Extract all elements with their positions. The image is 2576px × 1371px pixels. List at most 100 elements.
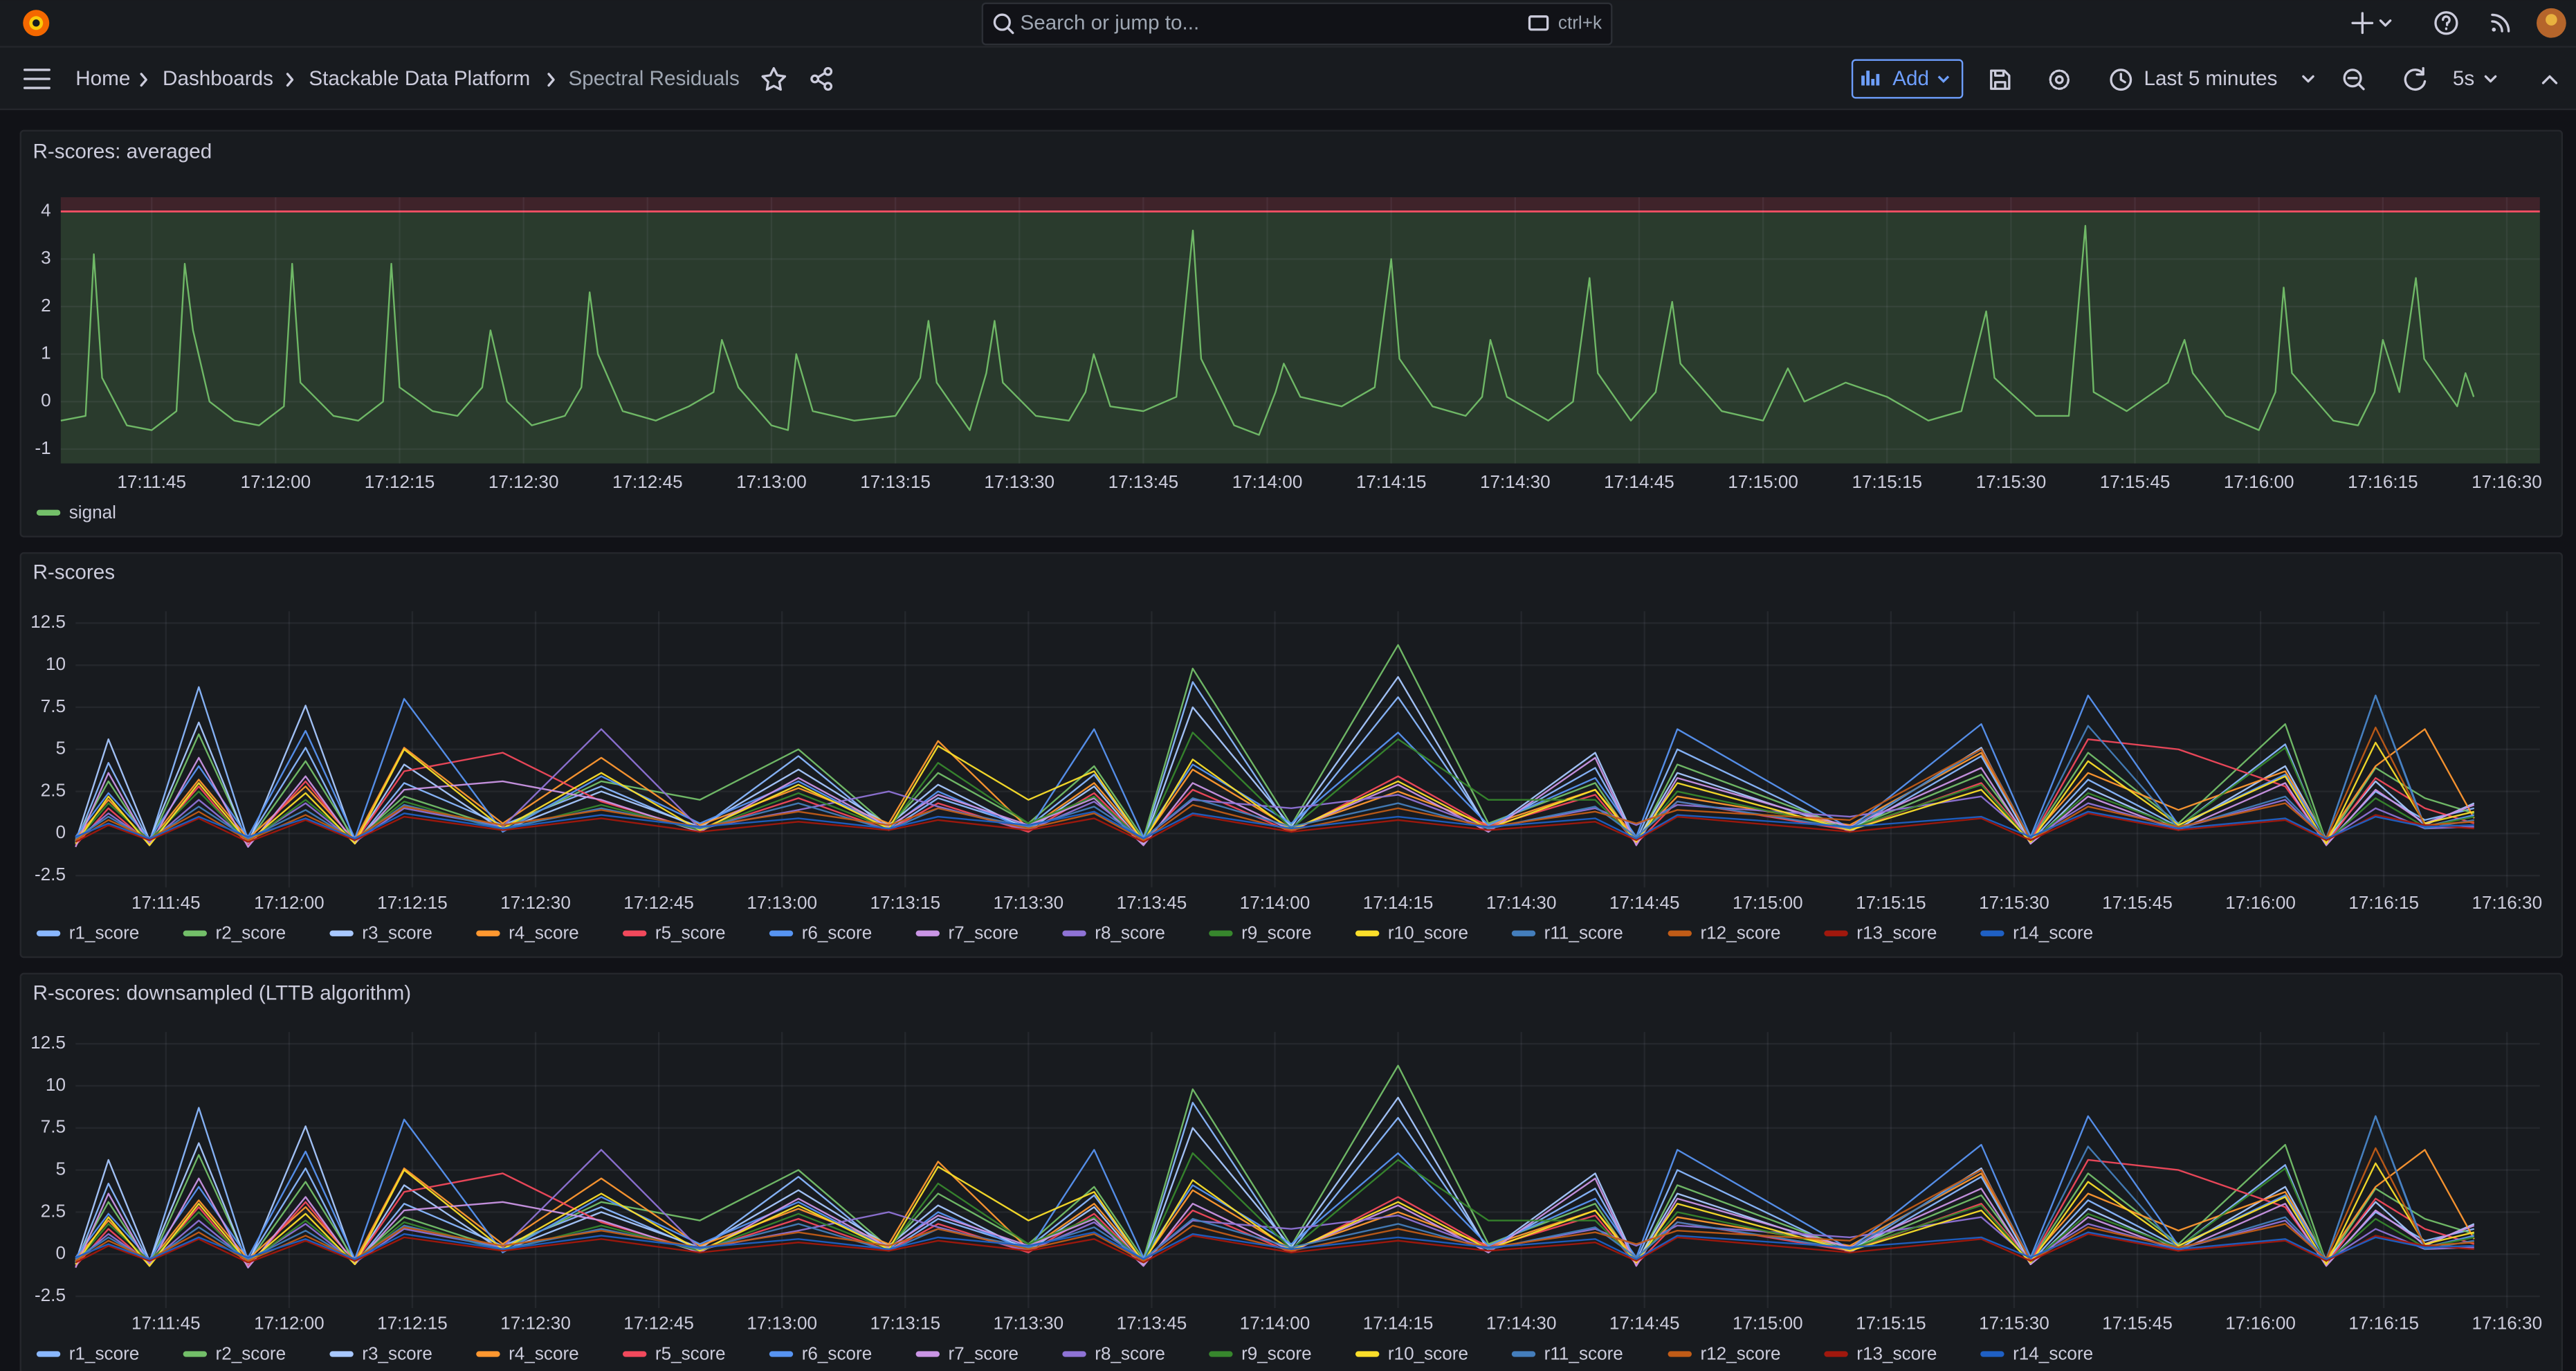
breadcrumb[interactable]: Stackable Data Platform: [309, 67, 530, 90]
legend-label: r6_score: [802, 923, 873, 943]
x-tick-label: 17:16:00: [2224, 471, 2294, 492]
x-tick-label: 17:13:30: [994, 1313, 1064, 1334]
x-tick-label: 17:12:00: [254, 892, 325, 913]
y-tick-label: 10: [46, 1074, 66, 1095]
y-tick-label: -1: [35, 437, 51, 458]
y-tick-label: 0: [55, 1242, 66, 1263]
y-tick-label: 10: [46, 653, 66, 674]
legend-label: r11_score: [1544, 1343, 1623, 1364]
x-tick-label: 17:16:30: [2472, 1313, 2542, 1334]
x-tick-label: 17:15:30: [1979, 892, 2049, 913]
legend-label: r12_score: [1700, 1343, 1780, 1364]
panel-title: R-scores: downsampled (LTTB algorithm): [33, 981, 411, 1004]
breadcrumb[interactable]: Dashboards: [163, 67, 273, 90]
x-tick-label: 17:14:00: [1240, 1313, 1310, 1334]
breadcrumb-current: Spectral Residuals: [569, 67, 740, 90]
x-tick-label: 17:14:30: [1480, 471, 1551, 492]
x-tick-label: 17:15:00: [1733, 1313, 1803, 1334]
legend-label: r13_score: [1856, 1343, 1937, 1364]
x-tick-label: 17:14:00: [1232, 471, 1303, 492]
legend-label: r9_score: [1241, 923, 1312, 943]
legend-label: r7_score: [948, 1343, 1018, 1364]
legend-label: r9_score: [1241, 1343, 1312, 1364]
legend-label: r3_score: [362, 1343, 432, 1364]
y-tick-label: 0: [41, 390, 51, 410]
x-tick-label: 17:15:15: [1856, 1313, 1926, 1334]
y-tick-label: 2.5: [41, 1200, 66, 1221]
refresh-interval: 5s: [2453, 67, 2474, 90]
legend-label: r14_score: [2013, 923, 2093, 943]
x-tick-label: 17:12:30: [500, 892, 571, 913]
profile-avatar[interactable]: [2537, 8, 2566, 38]
y-tick-label: 5: [55, 1158, 66, 1179]
x-tick-label: 17:13:15: [870, 1313, 940, 1334]
x-tick-label: 17:16:30: [2472, 892, 2542, 913]
y-tick-label: 2.5: [41, 779, 66, 800]
legend-label: r5_score: [655, 1343, 726, 1364]
x-tick-label: 17:15:45: [2102, 892, 2173, 913]
add-button[interactable]: Add: [1852, 60, 1962, 98]
x-tick-label: 17:12:30: [488, 471, 559, 492]
panel-title: R-scores: [33, 561, 115, 584]
y-tick-label: 5: [55, 738, 66, 759]
legend-label: r4_score: [509, 1343, 579, 1364]
x-tick-label: 17:15:30: [1976, 471, 2047, 492]
legend-label: r10_score: [1388, 923, 1468, 943]
search-box[interactable]: Search or jump to... ctrl+k: [983, 3, 1611, 44]
y-tick-label: 0: [55, 821, 66, 842]
x-tick-label: 17:14:45: [1604, 471, 1674, 492]
x-tick-label: 17:14:15: [1356, 471, 1427, 492]
legend-label: r2_score: [216, 1343, 286, 1364]
breadcrumb[interactable]: Home: [75, 67, 130, 90]
y-tick-label: 7.5: [41, 696, 66, 716]
x-tick-label: 17:13:30: [984, 471, 1054, 492]
x-tick-label: 17:14:30: [1486, 1313, 1557, 1334]
legend-label: r3_score: [362, 923, 432, 943]
y-tick-label: -2.5: [35, 1284, 66, 1305]
legend-label: r8_score: [1095, 923, 1165, 943]
rss-dot: [2492, 28, 2496, 32]
x-tick-label: 17:16:00: [2225, 892, 2296, 913]
x-tick-label: 17:12:15: [377, 1313, 448, 1334]
x-tick-label: 17:14:15: [1363, 892, 1434, 913]
search-shortcut: ctrl+k: [1558, 12, 1602, 33]
x-tick-label: 17:13:45: [1117, 892, 1187, 913]
x-tick-label: 17:15:00: [1728, 471, 1798, 492]
x-tick-label: 17:12:00: [254, 1313, 325, 1334]
x-tick-label: 17:16:00: [2225, 1313, 2296, 1334]
x-tick-label: 17:13:45: [1108, 471, 1179, 492]
x-tick-label: 17:16:15: [2348, 1313, 2419, 1334]
y-tick-label: 2: [41, 295, 51, 316]
logo-core: [33, 19, 39, 26]
x-tick-label: 17:11:45: [131, 1313, 201, 1334]
x-tick-label: 17:13:45: [1117, 1313, 1187, 1334]
y-tick-label: 12.5: [30, 611, 66, 632]
x-tick-label: 17:13:00: [747, 1313, 817, 1334]
x-tick-label: 17:15:00: [1733, 892, 1803, 913]
x-tick-label: 17:15:45: [2102, 1313, 2173, 1334]
grafana-logo[interactable]: [23, 10, 49, 36]
y-tick-label: 7.5: [41, 1116, 66, 1137]
x-tick-label: 17:12:00: [241, 471, 311, 492]
legend-label: r12_score: [1700, 923, 1780, 943]
x-tick-label: 17:14:45: [1609, 1313, 1680, 1334]
legend-label: r5_score: [655, 923, 726, 943]
x-tick-label: 17:15:15: [1856, 892, 1926, 913]
legend-label: r4_score: [509, 923, 579, 943]
x-tick-label: 17:16:15: [2348, 471, 2418, 492]
panel: R-scores-2.502.557.51012.517:11:4517:12:…: [21, 553, 2562, 957]
panel-title: R-scores: averaged: [33, 140, 212, 163]
panel: R-scores: averaged-10123417:11:4517:12:0…: [21, 131, 2562, 536]
x-tick-label: 17:14:30: [1486, 892, 1557, 913]
y-tick-label: -2.5: [35, 864, 66, 884]
x-tick-label: 17:11:45: [117, 471, 186, 492]
legend-label: r14_score: [2013, 1343, 2093, 1364]
x-tick-label: 17:14:00: [1240, 892, 1310, 913]
x-tick-label: 17:14:45: [1609, 892, 1680, 913]
avatar-face: [2546, 14, 2557, 26]
x-tick-label: 17:12:15: [377, 892, 448, 913]
y-tick-label: 1: [41, 343, 51, 363]
y-tick-label: 12.5: [30, 1032, 66, 1053]
x-tick-label: 17:16:30: [2472, 471, 2542, 492]
x-tick-label: 17:12:30: [500, 1313, 571, 1334]
